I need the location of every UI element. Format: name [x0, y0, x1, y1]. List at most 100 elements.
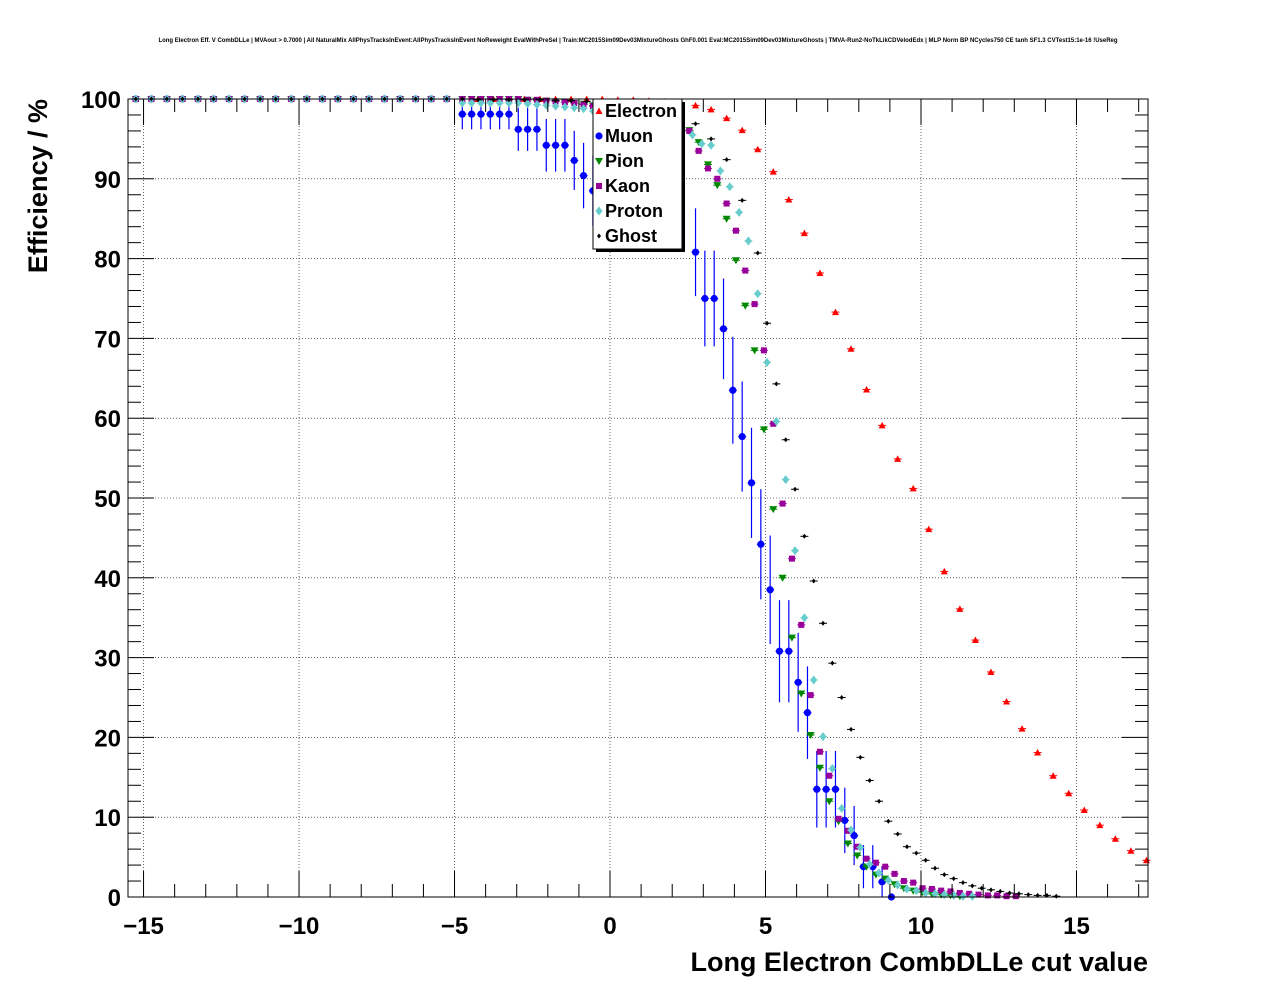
axes: −15 −10 −5 0 5 10 15 0 10 20 30 40 50 60 70 80 90 100: [81, 87, 1148, 940]
data-point: [947, 888, 954, 895]
data-point: [802, 533, 807, 539]
data-point: [938, 887, 945, 894]
data-point: [754, 289, 762, 299]
data-point: [584, 98, 589, 104]
data-point: [1026, 892, 1031, 898]
data-point: [458, 110, 466, 118]
x-axis-label: Long Electron CombDLLe cut value: [690, 947, 1148, 977]
data-point: [800, 229, 808, 237]
data-point: [867, 777, 872, 783]
data-point: [900, 878, 907, 885]
data-point: [841, 816, 849, 824]
legend-marker-ghost: [597, 233, 601, 239]
data-point: [816, 748, 823, 755]
data-point: [830, 660, 835, 666]
data-point: [970, 883, 975, 889]
data-point: [543, 97, 550, 104]
data-point: [928, 886, 935, 893]
data-point: [866, 859, 874, 869]
data-point: [701, 294, 709, 303]
data-point: [1034, 749, 1042, 756]
data-point: [850, 831, 858, 840]
data-point: [759, 426, 768, 434]
data-point: [754, 145, 762, 153]
data-point: [951, 876, 956, 882]
data-point: [987, 668, 995, 675]
data-point: [894, 880, 902, 890]
data-point: [910, 879, 917, 886]
data-point: [968, 891, 976, 901]
data-point: [872, 859, 879, 866]
data-point: [1049, 772, 1057, 779]
data-point: [785, 196, 793, 203]
data-point: [856, 843, 864, 853]
data-point: [774, 381, 779, 387]
data-point: [912, 886, 920, 896]
data-point: [785, 647, 793, 655]
data-point: [956, 890, 963, 897]
data-point: [742, 267, 749, 274]
data-point: [932, 865, 937, 871]
data-point: [849, 726, 854, 732]
data-point: [732, 227, 739, 234]
legend-label-ghost: Ghost: [605, 226, 657, 246]
x-tick-label: 10: [908, 913, 935, 940]
data-point: [724, 157, 729, 163]
data-point: [477, 98, 485, 108]
data-point: [807, 692, 814, 699]
data-point: [1096, 821, 1104, 829]
data-point: [891, 870, 898, 877]
x-tick-label: 5: [759, 913, 772, 940]
data-point: [919, 885, 926, 892]
y-tick-label: 60: [94, 406, 121, 433]
data-point: [1007, 890, 1012, 896]
data-point: [486, 98, 494, 108]
data-point: [714, 175, 721, 182]
data-point: [863, 385, 871, 393]
data-point: [496, 98, 504, 108]
y-tick-label: 100: [81, 87, 121, 114]
data-point: [847, 345, 855, 352]
data-point: [853, 852, 862, 860]
data-point: [709, 136, 714, 142]
data-point: [695, 147, 702, 154]
data-point: [966, 890, 973, 897]
data-point: [486, 110, 494, 118]
data-point: [570, 156, 578, 165]
data-point: [838, 803, 846, 813]
data-point: [533, 100, 541, 110]
data-point: [798, 621, 805, 628]
data-point: [755, 250, 760, 256]
legend-marker-proton: [595, 206, 603, 216]
data-point: [686, 127, 693, 134]
data-point: [959, 891, 967, 901]
data-point: [579, 172, 588, 180]
data-point: [835, 815, 842, 822]
data-point: [782, 475, 790, 485]
data-point: [800, 613, 808, 623]
data-point: [858, 754, 863, 760]
data-point: [468, 98, 476, 108]
y-tick-label: 90: [94, 167, 121, 194]
data-point: [914, 850, 919, 856]
data-point: [956, 605, 964, 612]
data-point: [942, 872, 947, 878]
y-tick-label: 10: [94, 805, 121, 832]
data-point: [815, 764, 824, 772]
legend-shadow-right: [682, 102, 685, 252]
data-point: [707, 105, 715, 113]
data-point: [458, 98, 466, 108]
data-point: [757, 540, 765, 548]
data-point: [886, 818, 891, 824]
data-point: [1003, 697, 1011, 705]
data-point: [1127, 847, 1135, 854]
data-point: [477, 110, 485, 118]
data-point: [998, 888, 1003, 894]
data-point: [828, 764, 836, 774]
data-point: [1012, 893, 1019, 900]
data-point: [723, 114, 731, 122]
data-point: [1080, 806, 1088, 814]
legend-marker-pion: [595, 158, 603, 165]
data-point: [971, 636, 979, 644]
x-tick-label: 0: [603, 913, 616, 940]
